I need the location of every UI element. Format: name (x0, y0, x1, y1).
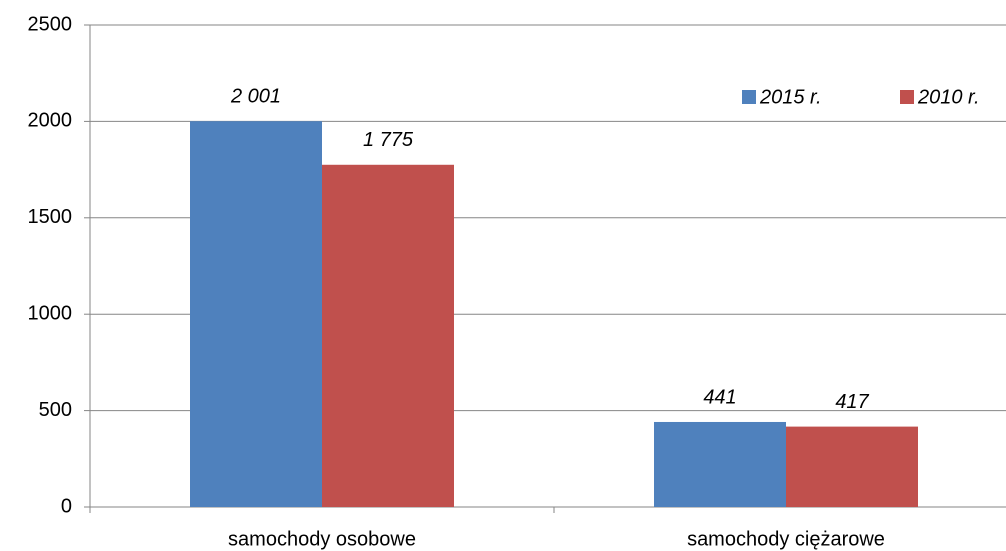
y-tick-label: 2000 (28, 110, 73, 132)
value-label: 1 775 (363, 129, 414, 151)
legend-label: 2015 r. (759, 86, 822, 108)
x-tick-label: samochody osobowe (228, 528, 416, 550)
legend-label: 2010 r. (917, 86, 980, 108)
y-tick-label: 0 (61, 495, 72, 517)
x-tick-label: samochody ciężarowe (687, 528, 885, 550)
y-tick-label: 500 (39, 399, 72, 421)
legend-swatch (900, 90, 914, 104)
bar (190, 121, 322, 507)
y-tick-label: 1000 (28, 302, 73, 324)
value-label: 2 001 (230, 85, 281, 107)
y-tick-label: 2500 (28, 13, 73, 35)
bar (654, 421, 786, 507)
value-label: 441 (703, 386, 736, 408)
bar (786, 426, 918, 507)
legend-swatch (742, 90, 756, 104)
value-label: 417 (835, 391, 869, 413)
y-tick-label: 1500 (28, 206, 73, 228)
bar (322, 164, 454, 507)
